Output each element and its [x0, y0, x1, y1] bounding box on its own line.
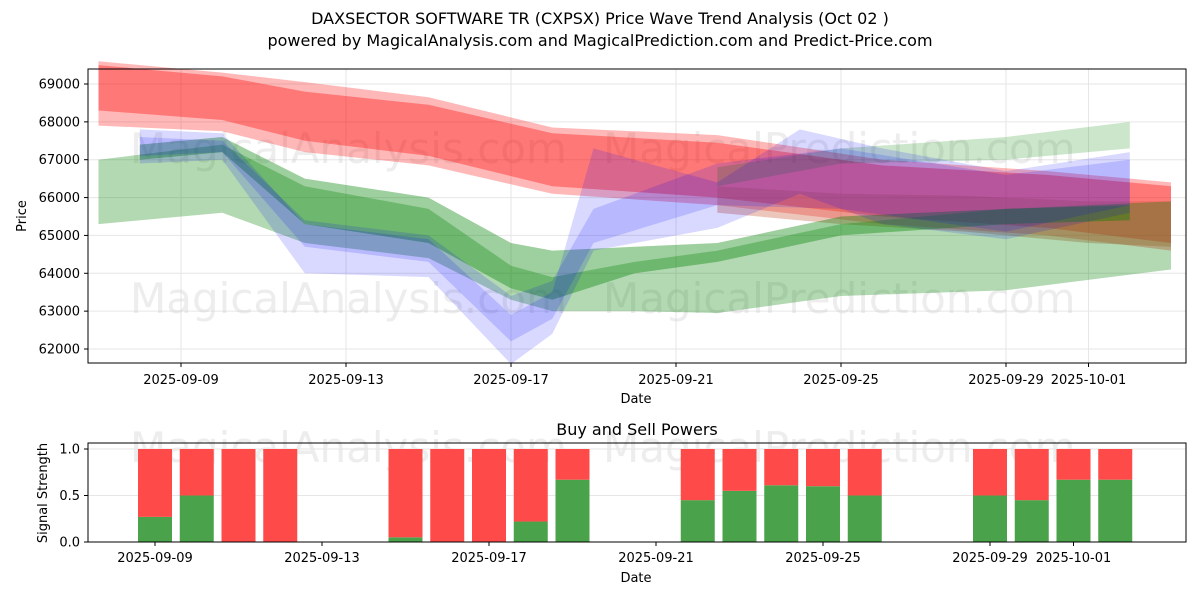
main-y-tick-label: 67000: [39, 153, 80, 168]
buy-bar: [1056, 479, 1091, 542]
buy-bar: [1014, 500, 1049, 542]
band-red-band-outer: [98, 61, 1171, 251]
main-y-axis-label: Price: [15, 200, 30, 232]
watermark-analysis-lower: MagicalAnalysis.com: [130, 274, 567, 323]
buy-bar: [138, 516, 172, 542]
sell-bar: [513, 449, 548, 522]
sell-bar: [973, 449, 1007, 496]
watermark-prediction-upper: MagicalPrediction.com: [603, 124, 1076, 173]
sell-bar: [388, 449, 423, 538]
bar-x-tick-label: 2025-09-17: [451, 551, 527, 566]
bar-y-axis-label: Signal Strength: [36, 443, 51, 543]
buy-bar: [1098, 479, 1133, 542]
main-y-axis: 62000 63000 64000 65000 66000 67000 68000 69000: [39, 78, 88, 358]
buy-bar: [764, 485, 799, 542]
sell-bar: [179, 449, 214, 496]
band-blue-band-inner: [139, 137, 1130, 342]
sell-bar: [764, 449, 799, 486]
buy-bar: [806, 486, 840, 542]
sell-bar: [847, 449, 882, 496]
sell-bar: [263, 449, 298, 542]
bar-x-tick-label: 2025-10-01: [1036, 551, 1112, 566]
sell-bar: [1014, 449, 1049, 501]
buy-sell-bars: [138, 449, 1133, 542]
bar-y-tick-label: 0.5: [59, 489, 80, 504]
sell-bar: [680, 449, 715, 501]
price-bands: [98, 61, 1171, 365]
buy-sell-title: Buy and Sell Powers: [556, 420, 718, 439]
main-y-tick-label: 64000: [39, 267, 80, 282]
main-grid: [88, 69, 1186, 363]
bar-y-tick-label: 0.0: [59, 536, 80, 551]
buy-bar: [722, 490, 757, 542]
bar-y-tick-label: 1.0: [59, 443, 80, 458]
buy-bar: [179, 495, 214, 542]
main-y-tick-label: 66000: [39, 191, 80, 206]
sell-bar: [555, 449, 590, 480]
band-red-band-late: [717, 186, 1171, 247]
sell-bar: [806, 449, 840, 487]
watermark-analysis-upper: MagicalAnalysis.com: [130, 124, 567, 173]
bar-x-axis: 2025-09-09 2025-09-13 2025-09-17 2025-09-21…: [117, 542, 1111, 566]
buy-bar: [973, 495, 1007, 542]
sell-bar: [221, 449, 256, 542]
buy-bar: [847, 495, 882, 542]
main-x-tick-label: 2025-09-09: [143, 373, 219, 388]
bar-x-tick-label: 2025-09-25: [785, 551, 861, 566]
sell-bar: [1056, 449, 1091, 480]
main-x-tick-label: 2025-09-21: [638, 373, 714, 388]
bar-x-axis-label: Date: [620, 571, 651, 586]
main-x-tick-label: 2025-09-29: [968, 373, 1044, 388]
buy-bar: [555, 479, 590, 542]
sell-bar: [430, 449, 465, 542]
main-x-tick-label: 2025-10-01: [1051, 373, 1127, 388]
band-blue-band-main: [139, 129, 1130, 365]
main-y-tick-label: 65000: [39, 229, 80, 244]
buy-bar: [680, 500, 715, 542]
watermark-prediction-lower: MagicalPrediction.com: [603, 274, 1076, 323]
sell-bar: [1098, 449, 1133, 480]
band-green-band-upper-late: [717, 121, 1130, 187]
chart-title: DAXSECTOR SOFTWARE TR (CXPSX) Price Wave…: [311, 9, 889, 28]
main-y-tick-label: 69000: [39, 78, 80, 93]
bar-plot-frame: [87, 442, 1187, 543]
bar-x-tick-label: 2025-09-29: [952, 551, 1028, 566]
bar-x-tick-label: 2025-09-13: [284, 551, 360, 566]
chart-subtitle: powered by MagicalAnalysis.com and Magic…: [267, 31, 933, 50]
band-green-band-wide: [98, 144, 1171, 313]
band-red-band-inner: [98, 65, 1171, 243]
sell-bar: [138, 449, 172, 517]
main-x-tick-label: 2025-09-13: [308, 373, 384, 388]
sell-bar: [472, 449, 506, 542]
main-plot-frame: [87, 68, 1187, 364]
buy-bar: [388, 537, 423, 542]
sell-bar: [722, 449, 757, 491]
main-x-tick-label: 2025-09-17: [473, 373, 549, 388]
bar-x-tick-label: 2025-09-09: [117, 551, 193, 566]
band-green-band-main: [139, 137, 1130, 300]
main-x-axis-label: Date: [620, 392, 651, 407]
main-y-tick-label: 62000: [39, 343, 80, 358]
main-y-tick-label: 68000: [39, 115, 80, 130]
bar-x-tick-label: 2025-09-21: [618, 551, 694, 566]
main-x-axis: 2025-09-09 2025-09-13 2025-09-17 2025-09-21…: [143, 363, 1126, 388]
buy-bar: [513, 521, 548, 542]
main-x-tick-label: 2025-09-25: [803, 373, 879, 388]
bar-y-axis: 0.0 0.5 1.0: [59, 443, 88, 551]
main-y-tick-label: 63000: [39, 305, 80, 320]
